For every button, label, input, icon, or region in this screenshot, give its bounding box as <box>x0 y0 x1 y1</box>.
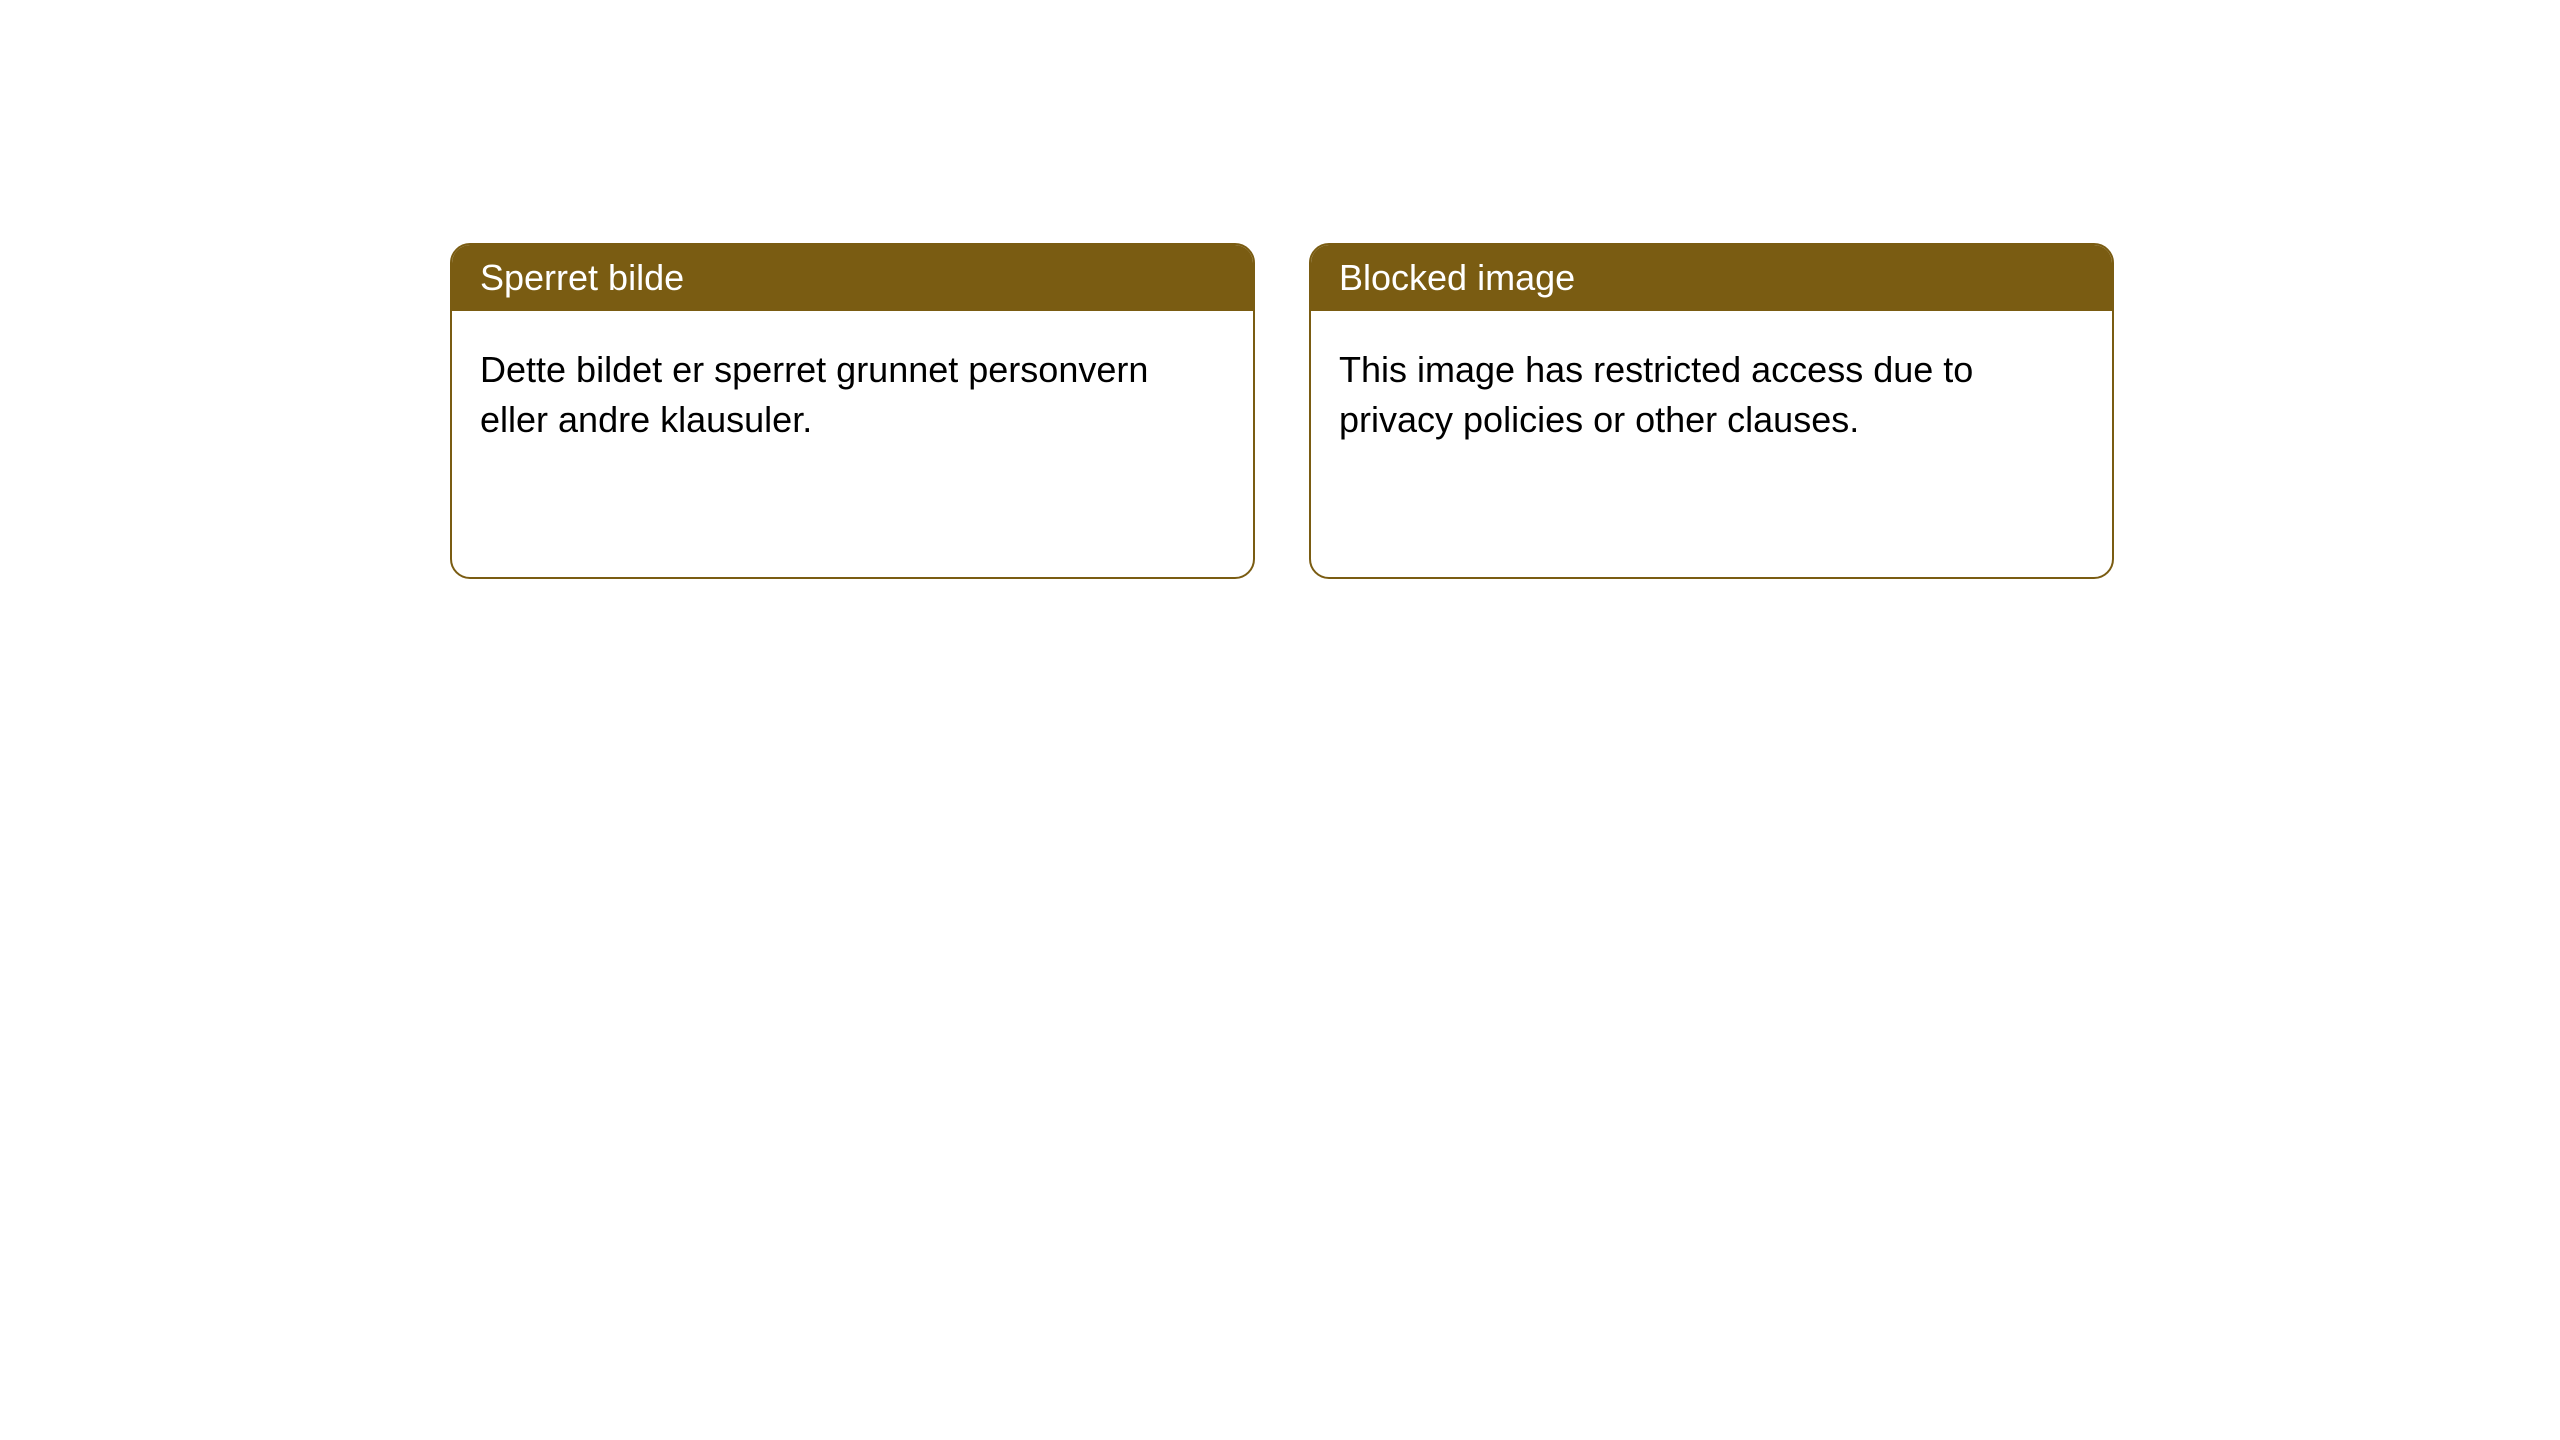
notice-cards-container: Sperret bilde Dette bildet er sperret gr… <box>0 0 2560 579</box>
notice-body-text: This image has restricted access due to … <box>1339 349 1973 440</box>
notice-body-text: Dette bildet er sperret grunnet personve… <box>480 349 1148 440</box>
notice-title: Sperret bilde <box>480 257 684 298</box>
notice-title: Blocked image <box>1339 257 1575 298</box>
notice-body: Dette bildet er sperret grunnet personve… <box>452 311 1253 480</box>
notice-card-norwegian: Sperret bilde Dette bildet er sperret gr… <box>450 243 1255 579</box>
notice-body: This image has restricted access due to … <box>1311 311 2112 480</box>
notice-header: Sperret bilde <box>452 245 1253 311</box>
notice-header: Blocked image <box>1311 245 2112 311</box>
notice-card-english: Blocked image This image has restricted … <box>1309 243 2114 579</box>
